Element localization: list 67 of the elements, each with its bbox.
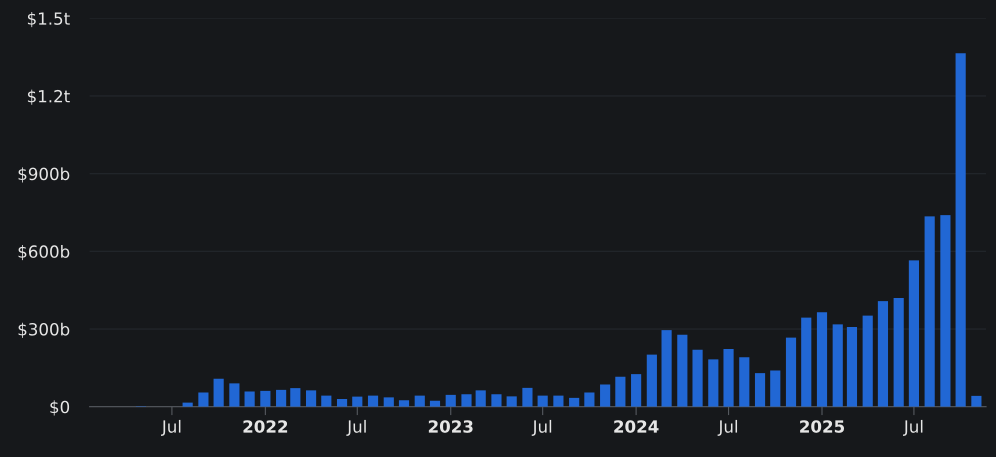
bar — [801, 318, 812, 407]
bar — [631, 374, 642, 407]
bar — [336, 398, 348, 407]
bar — [244, 391, 255, 407]
bar — [956, 53, 966, 407]
bar — [430, 400, 440, 407]
bar — [398, 400, 410, 407]
bar — [461, 394, 472, 407]
bar — [476, 390, 486, 407]
bar — [786, 338, 796, 407]
bar — [491, 394, 502, 407]
bar — [940, 215, 950, 407]
bar — [352, 396, 362, 407]
x-tick-label: 2024 — [614, 420, 659, 433]
bar — [770, 370, 780, 407]
bar — [538, 396, 548, 407]
x-tick-label: Jul — [532, 420, 552, 436]
bar — [553, 396, 564, 407]
bar — [677, 334, 688, 407]
bar — [971, 396, 982, 407]
bar — [384, 397, 394, 407]
bar — [878, 301, 888, 407]
bar — [739, 357, 750, 407]
x-tick-label: Jul — [161, 420, 180, 436]
y-tick-label: $1.5t — [28, 12, 70, 28]
bar — [506, 396, 517, 407]
bar — [924, 216, 935, 407]
bar — [908, 260, 919, 407]
bar — [600, 384, 610, 407]
bar — [569, 398, 580, 407]
x-tick-label: Jul — [346, 420, 366, 436]
bar — [229, 383, 240, 407]
bar — [321, 396, 332, 407]
y-tick-label: $0 — [50, 400, 70, 416]
bar — [290, 388, 300, 407]
x-tick-label: 2022 — [243, 420, 288, 433]
bar — [754, 373, 766, 407]
bar — [646, 354, 657, 407]
x-tick-label: 2025 — [800, 420, 844, 433]
y-tick-label: $900b — [18, 167, 70, 182]
bar — [368, 396, 378, 407]
bar — [832, 324, 843, 407]
x-tick-label: Jul — [718, 420, 738, 436]
bar — [522, 388, 533, 407]
x-tick-label: 2023 — [428, 420, 473, 433]
y-tick-label: $1.2t — [28, 90, 70, 105]
y-tick-label: $600b — [18, 245, 70, 260]
bar — [692, 350, 703, 407]
bar — [846, 326, 858, 407]
bar — [182, 402, 193, 407]
bar — [198, 392, 208, 407]
bar — [260, 390, 270, 407]
bar — [862, 316, 873, 407]
y-tick-label: $300b — [18, 322, 70, 338]
x-tick-label: Jul — [903, 420, 922, 436]
bar — [894, 298, 904, 407]
bar — [584, 392, 594, 407]
bar — [414, 396, 425, 407]
bar — [615, 376, 626, 407]
bar — [276, 390, 286, 407]
bar — [446, 394, 456, 407]
bar — [214, 378, 224, 407]
bar — [723, 348, 734, 407]
bar — [708, 359, 718, 407]
bar — [816, 312, 828, 407]
bar — [662, 330, 672, 407]
bar — [306, 390, 316, 407]
